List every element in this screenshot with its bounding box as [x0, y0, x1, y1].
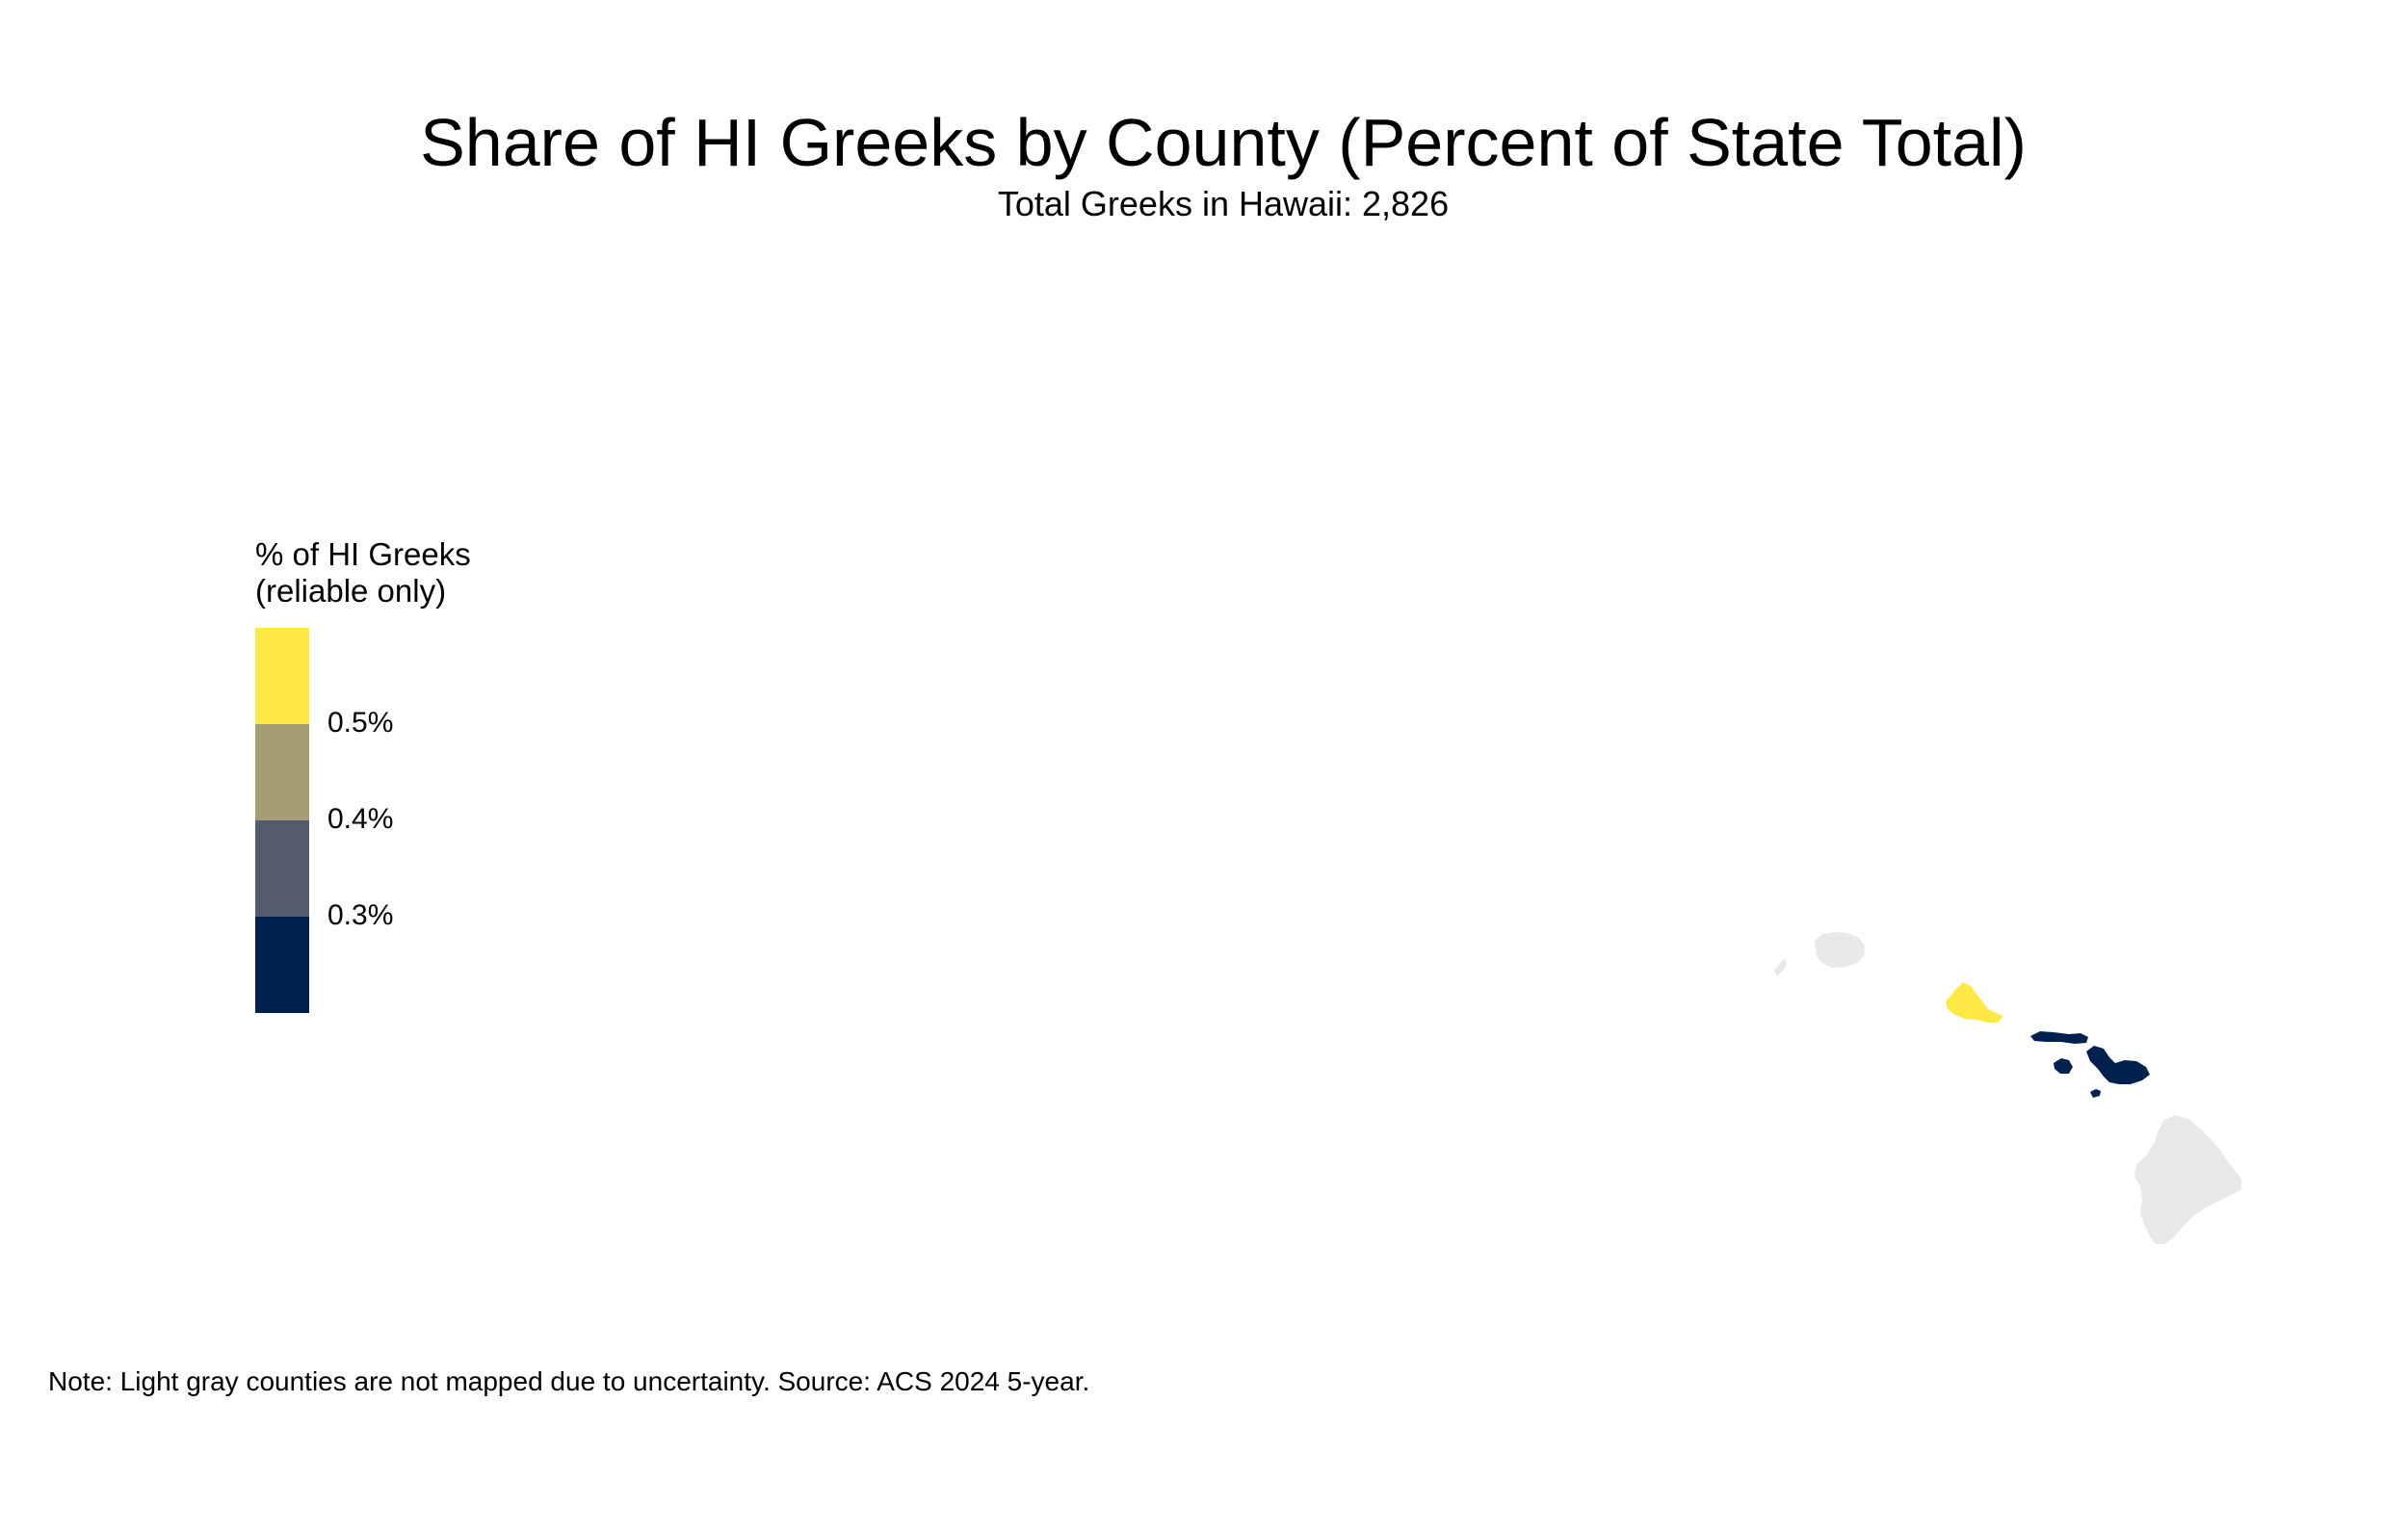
legend-swatch-mid-low — [255, 820, 309, 917]
county-maui-lanai[interactable] — [2054, 1058, 2073, 1074]
county-kauai[interactable] — [1815, 932, 1865, 968]
map-subtitle: Total Greeks in Hawaii: 2,826 — [997, 184, 1450, 223]
legend-swatch-low — [255, 917, 309, 1013]
legend-title-line-2: (reliable only) — [255, 573, 447, 609]
county-hawaii[interactable] — [2134, 1115, 2242, 1244]
county-maui[interactable] — [2086, 1046, 2150, 1084]
legend-swatch-high — [255, 628, 309, 724]
legend-color-bar — [255, 628, 309, 1013]
legend-break-label: 0.4% — [327, 803, 394, 835]
legend-swatch-mid-high — [255, 724, 309, 820]
county-maui-kahoolawe[interactable] — [2090, 1089, 2101, 1098]
legend-break-label: 0.3% — [327, 899, 394, 931]
county-honolulu[interactable] — [1946, 982, 2003, 1023]
legend-break-label: 0.5% — [327, 707, 394, 739]
legend-title: % of HI Greeks (reliable only) — [255, 536, 471, 610]
source-note: Note: Light gray counties are not mapped… — [48, 1366, 1090, 1396]
county-maui-molokai[interactable] — [2030, 1031, 2088, 1044]
map-title: Share of HI Greeks by County (Percent of… — [420, 105, 2027, 180]
legend-title-line-1: % of HI Greeks — [255, 536, 471, 572]
county-kauai-niihau[interactable] — [1774, 959, 1787, 975]
